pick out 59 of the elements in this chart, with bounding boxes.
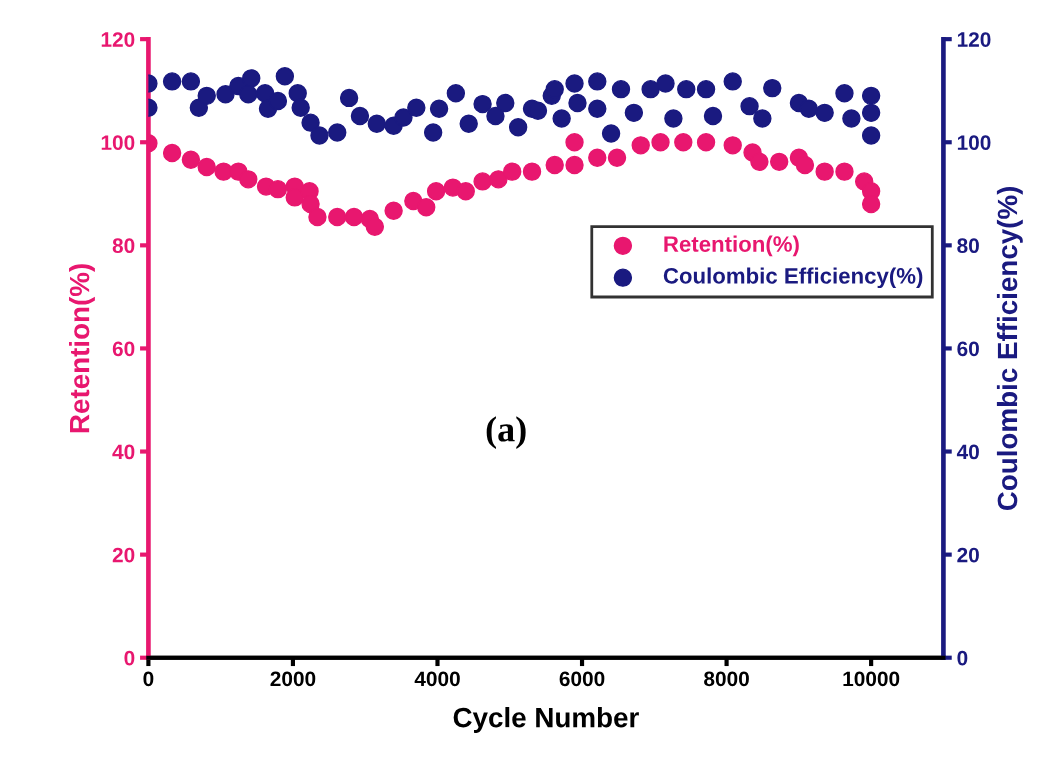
- point: [861, 194, 881, 214]
- legend-label: Retention(%): [664, 235, 799, 257]
- point: [384, 201, 403, 221]
- y-axis-title: Retention(%): [69, 264, 95, 433]
- y-tick-label: 100: [101, 135, 135, 150]
- point: [417, 197, 436, 217]
- point: [489, 170, 508, 189]
- point: [769, 152, 789, 172]
- point: [815, 162, 834, 181]
- point: [631, 136, 650, 155]
- point: [696, 133, 716, 152]
- y2-tick-label: 120: [957, 32, 991, 47]
- point: [328, 207, 347, 227]
- y-tick-label: 0: [124, 650, 135, 666]
- y2-tick-label: 0: [957, 650, 968, 666]
- x-tick-label: 0: [143, 671, 154, 687]
- point: [588, 148, 607, 167]
- annotation: (a): [486, 416, 526, 449]
- point: [565, 155, 584, 175]
- y2-tick-label: 20: [957, 547, 979, 563]
- point: [181, 150, 201, 169]
- point: [456, 182, 475, 201]
- x-tick-label: 10000: [843, 671, 900, 687]
- point: [750, 152, 769, 172]
- y-tick-label: 40: [112, 444, 135, 460]
- point: [473, 172, 492, 191]
- y2-tick-label: 100: [957, 135, 991, 150]
- x-axis-title: Cycle Number: [453, 707, 639, 733]
- point: [674, 133, 693, 152]
- point: [503, 162, 522, 181]
- point: [197, 157, 216, 177]
- point: [239, 170, 258, 189]
- point: [607, 148, 627, 167]
- point: [723, 136, 742, 155]
- point: [426, 182, 446, 201]
- y-tick-label: 20: [112, 547, 135, 563]
- y2-tick-label: 80: [957, 238, 979, 254]
- y-tick-label: 60: [112, 341, 135, 357]
- point: [651, 133, 670, 152]
- point: [522, 162, 542, 181]
- x-tick-label: 2000: [270, 671, 316, 687]
- y2-axis-title: Coulombic Efficiency(%): [996, 186, 1023, 511]
- y-tick-label: 80: [112, 238, 135, 254]
- point: [835, 162, 854, 181]
- point: [268, 179, 288, 199]
- point: [308, 207, 327, 227]
- x-tick-label: 8000: [704, 671, 749, 687]
- point: [365, 217, 385, 236]
- point: [162, 143, 182, 163]
- point: [795, 155, 815, 175]
- x-tick-label: 4000: [414, 671, 460, 687]
- x-tick-label: 6000: [559, 671, 605, 687]
- point: [565, 133, 584, 152]
- point: [545, 155, 564, 175]
- legend-label: Coulombic Efficiency(%): [663, 267, 923, 289]
- y2-tick-label: 40: [956, 444, 979, 460]
- y-tick-label: 120: [101, 32, 135, 47]
- y2-tick-label: 60: [957, 341, 979, 357]
- point: [344, 207, 364, 227]
